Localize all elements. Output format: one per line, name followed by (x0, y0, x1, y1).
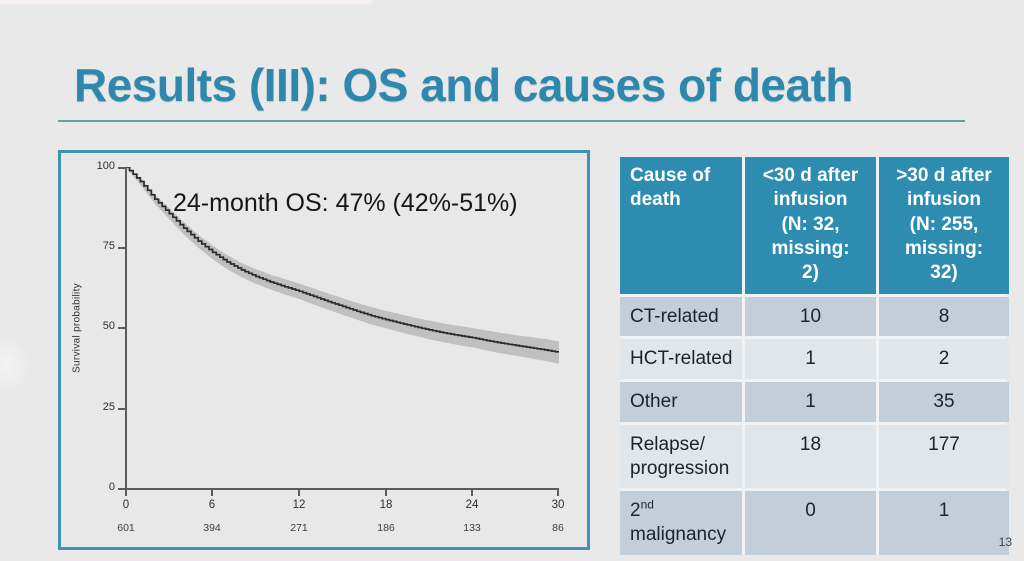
number-at-risk: 186 (377, 522, 395, 534)
table-cell-value: 177 (879, 424, 1009, 489)
y-tick-label: 75 (102, 240, 115, 252)
watermark-blob (0, 335, 30, 395)
slide-title: Results (III): OS and causes of death (74, 59, 854, 111)
table-cell-value: 1 (745, 339, 876, 380)
os-annotation: 24-month OS: 47% (42%-51%) (173, 189, 518, 217)
y-axis-line (125, 167, 127, 489)
number-at-risk: 271 (290, 522, 308, 534)
y-tick (118, 488, 125, 490)
x-tick (298, 490, 300, 496)
table-cell-value: 2 (879, 339, 1009, 380)
table-cell-cause: Other (620, 382, 742, 422)
x-tick-label: 0 (122, 499, 130, 511)
table-cell-value: 1 (745, 382, 876, 422)
x-tick (385, 490, 387, 496)
y-tick (118, 408, 125, 410)
table-header-lt30d: <30 d after infusion (N: 32, missing: 2) (745, 157, 876, 294)
table-cell-value: 10 (745, 296, 876, 337)
page-number: 13 (998, 535, 1012, 549)
x-tick (125, 490, 127, 496)
x-tick (557, 490, 559, 496)
number-at-risk: 394 (203, 522, 221, 534)
y-tick (118, 247, 125, 249)
x-tick (471, 490, 473, 496)
x-tick-label: 24 (465, 499, 479, 511)
table-cell-cause: Relapse/progression (620, 424, 742, 489)
table-cell-value: 35 (879, 382, 1009, 422)
table-cell-cause: HCT-related (620, 339, 742, 380)
table-header-cause: Cause of death (620, 157, 742, 294)
y-tick-label: 0 (108, 481, 115, 493)
table-cell-cause: CT-related (620, 296, 742, 337)
top-edge-strip (0, 0, 372, 4)
x-tick-label: 12 (292, 499, 306, 511)
km-confidence-band (126, 167, 559, 364)
y-tick-label: 100 (96, 160, 115, 172)
y-tick-label: 50 (102, 320, 115, 332)
y-tick (118, 167, 125, 169)
y-axis-title: Survival probability (71, 283, 83, 373)
table-header-gt30d: >30 d after infusion (N: 255, missing: 32) (879, 157, 1009, 294)
table-cell-cause: 2nd malignancy (620, 491, 742, 555)
number-at-risk: 601 (117, 522, 135, 534)
table-cell-value: 18 (745, 424, 876, 489)
x-tick (211, 490, 213, 496)
x-tick-label: 18 (379, 499, 393, 511)
causes-of-death-table: Cause of death <30 d after infusion (N: 32,… (620, 157, 1009, 555)
km-survival-line (126, 167, 559, 353)
table-cell-value: 8 (879, 296, 1009, 337)
x-tick-label: 30 (551, 499, 565, 511)
y-tick-label: 25 (102, 401, 115, 413)
title-divider (58, 120, 965, 122)
x-axis-line (125, 488, 559, 490)
number-at-risk: 133 (463, 522, 481, 534)
survival-chart-panel: 24-month OS: 47% (42%-51%) Survival prob… (58, 150, 590, 550)
number-at-risk: 86 (552, 522, 564, 534)
y-tick (118, 327, 125, 329)
table-cell-value: 0 (745, 491, 876, 555)
x-tick-label: 6 (208, 499, 216, 511)
table-cell-value: 1 (879, 491, 1009, 555)
km-curve-svg (126, 167, 559, 364)
